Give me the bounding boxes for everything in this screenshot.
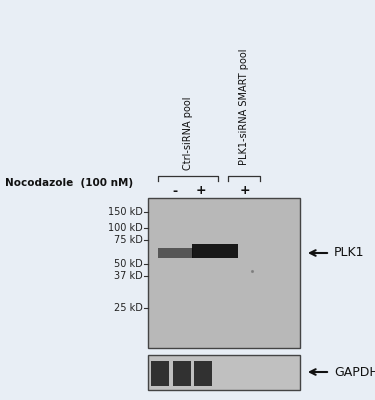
Bar: [172, 361, 190, 386]
Bar: [158, 248, 193, 258]
Bar: [192, 244, 238, 258]
Text: +: +: [196, 184, 206, 198]
Text: 150 kD: 150 kD: [108, 207, 142, 217]
Text: 25 kD: 25 kD: [114, 303, 142, 313]
Text: PLK1-siRNA SMART pool: PLK1-siRNA SMART pool: [239, 48, 249, 165]
Text: 100 kD: 100 kD: [108, 223, 142, 233]
Text: 75 kD: 75 kD: [114, 235, 142, 245]
Bar: [151, 361, 169, 386]
Bar: [194, 361, 212, 386]
Text: Nocodazole  (100 nM): Nocodazole (100 nM): [5, 178, 133, 188]
Text: PLK1: PLK1: [334, 246, 364, 260]
Bar: [148, 355, 300, 390]
Bar: [148, 198, 300, 348]
Text: GAPDH: GAPDH: [334, 366, 375, 378]
Text: -: -: [172, 184, 178, 198]
Text: +: +: [240, 184, 250, 198]
Text: 37 kD: 37 kD: [114, 271, 142, 281]
Text: 50 kD: 50 kD: [114, 259, 142, 269]
Text: Ctrl-siRNA pool: Ctrl-siRNA pool: [183, 96, 193, 170]
